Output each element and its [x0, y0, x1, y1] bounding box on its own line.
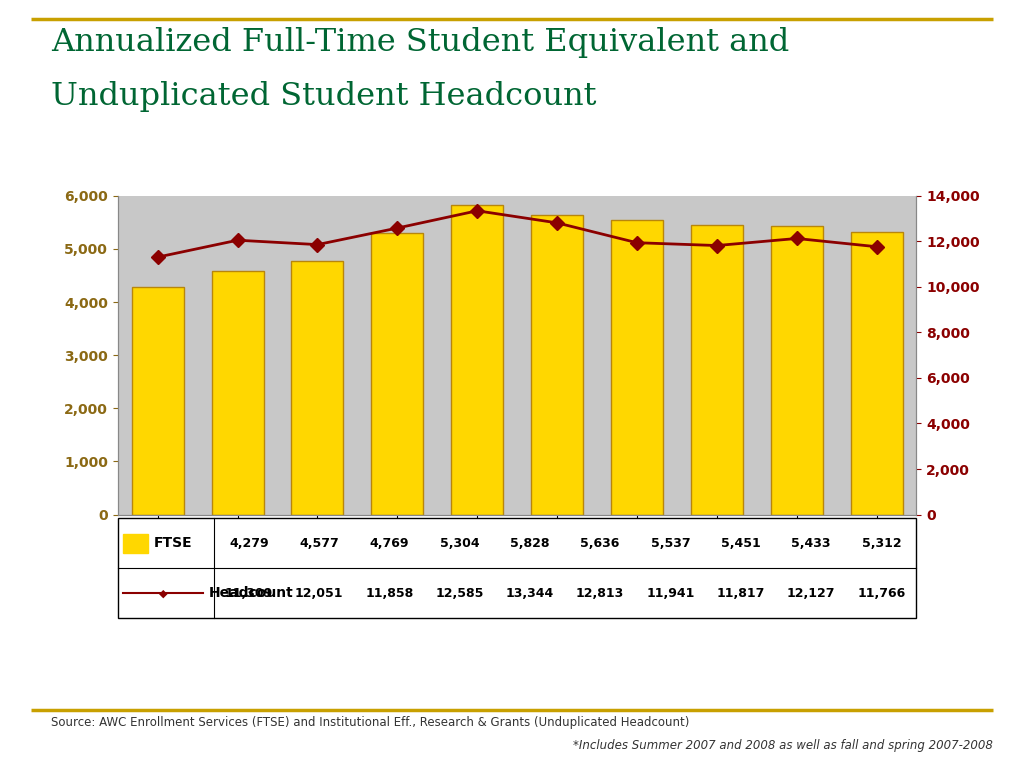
- Text: 5,828: 5,828: [510, 537, 550, 550]
- Text: 11,309: 11,309: [224, 587, 272, 600]
- Bar: [531, 215, 583, 515]
- Text: 4,769: 4,769: [370, 537, 409, 550]
- Bar: [292, 261, 343, 515]
- Bar: [691, 225, 742, 515]
- Bar: [372, 233, 423, 515]
- Bar: [611, 220, 663, 515]
- Text: Unduplicated Student Headcount: Unduplicated Student Headcount: [51, 81, 597, 111]
- Text: 5,451: 5,451: [721, 537, 761, 550]
- Bar: [452, 205, 503, 515]
- Text: 11,766: 11,766: [857, 587, 905, 600]
- Text: 4,279: 4,279: [229, 537, 268, 550]
- Text: 11,858: 11,858: [366, 587, 414, 600]
- Text: 5,433: 5,433: [792, 537, 830, 550]
- Text: 5,312: 5,312: [861, 537, 901, 550]
- Text: 12,585: 12,585: [435, 587, 483, 600]
- Bar: [851, 233, 902, 515]
- Text: 5,304: 5,304: [439, 537, 479, 550]
- Text: 11,941: 11,941: [646, 587, 694, 600]
- Text: 4,577: 4,577: [299, 537, 339, 550]
- Text: Annualized Full-Time Student Equivalent and: Annualized Full-Time Student Equivalent …: [51, 27, 790, 58]
- Text: Source: AWC Enrollment Services (FTSE) and Institutional Eff., Research & Grants: Source: AWC Enrollment Services (FTSE) a…: [51, 716, 689, 729]
- Text: ◆: ◆: [159, 588, 167, 598]
- Text: 12,051: 12,051: [295, 587, 343, 600]
- Text: 11,817: 11,817: [717, 587, 765, 600]
- Text: 12,127: 12,127: [786, 587, 836, 600]
- Bar: [212, 271, 263, 515]
- Text: 12,813: 12,813: [577, 587, 625, 600]
- Text: 13,344: 13,344: [506, 587, 554, 600]
- Bar: [771, 226, 822, 515]
- Bar: [132, 287, 183, 515]
- Text: FTSE: FTSE: [154, 536, 193, 551]
- Text: *Includes Summer 2007 and 2008 as well as fall and spring 2007-2008: *Includes Summer 2007 and 2008 as well a…: [573, 739, 993, 752]
- Text: 5,636: 5,636: [581, 537, 620, 550]
- Text: Headcount: Headcount: [209, 586, 293, 601]
- Text: 5,537: 5,537: [650, 537, 690, 550]
